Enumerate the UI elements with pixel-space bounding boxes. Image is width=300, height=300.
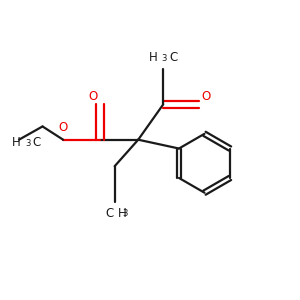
- Text: C: C: [105, 207, 113, 220]
- Text: C: C: [32, 136, 41, 149]
- Text: 3: 3: [25, 139, 30, 148]
- Text: H: H: [12, 136, 20, 149]
- Text: H: H: [148, 51, 158, 64]
- Text: O: O: [58, 122, 68, 134]
- Text: 3: 3: [162, 53, 167, 62]
- Text: O: O: [88, 91, 97, 103]
- Text: O: O: [201, 91, 211, 103]
- Text: 3: 3: [122, 209, 128, 218]
- Text: C: C: [170, 51, 178, 64]
- Text: H: H: [118, 207, 126, 220]
